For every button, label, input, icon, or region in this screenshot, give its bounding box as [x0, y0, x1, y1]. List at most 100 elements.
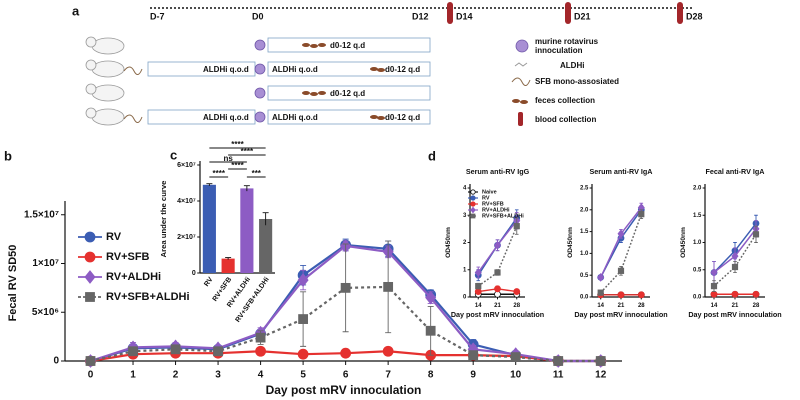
series-line [600, 213, 642, 294]
error-bar [262, 212, 269, 226]
marker [474, 268, 482, 277]
x-tick-label: 14 [475, 303, 482, 309]
virus-icons [254, 39, 529, 123]
marker [731, 290, 739, 298]
x-tick-label: 4 [258, 370, 264, 381]
row-label: d0-12 q.d [385, 65, 420, 74]
marker [513, 223, 520, 230]
y-tick-label: 0 [53, 356, 59, 367]
bar [259, 219, 273, 273]
x-tick-label: 21 [732, 303, 739, 309]
legend-label: RV+SFB [106, 251, 150, 263]
legend-marker [84, 231, 96, 243]
marker [297, 273, 309, 287]
marker [170, 344, 181, 355]
y-tick-label: 1.0 [580, 251, 589, 257]
legend-label: blood collection [535, 115, 596, 124]
mice [85, 36, 125, 126]
series-line [713, 233, 757, 287]
marker [494, 285, 501, 293]
y-tick-label: 4×10⁷ [177, 198, 196, 205]
treatment-box [267, 85, 431, 101]
row-label: ALDHi q.o.d [203, 113, 249, 122]
marker [85, 356, 96, 366]
y-tick-label: 0 [463, 295, 467, 301]
legend-marker [470, 213, 476, 219]
treatment-box [267, 37, 431, 53]
y-tick-label: 0 [192, 270, 196, 277]
marker [617, 267, 625, 274]
x-tick-label: 28 [753, 303, 760, 309]
y-tick-label: 2×10⁷ [177, 234, 196, 241]
marker [128, 346, 138, 357]
x-tick-label: 6 [343, 370, 349, 381]
y-tick-label: 0.0 [580, 295, 589, 301]
y-axis-label: Area under the curve [159, 180, 168, 258]
x-axis-label: Day post mRV innoculation [688, 310, 781, 319]
row-label: d0-12 q.d [385, 113, 420, 122]
legend-label: murine rotavirus [535, 37, 599, 46]
x-tick-label: 3 [215, 370, 221, 381]
x-tick-label: 14 [597, 303, 604, 309]
y-tick-label: 5×10⁶ [32, 307, 59, 318]
y-tick-label: 0.0 [693, 295, 702, 301]
series-line [477, 225, 518, 287]
marker [494, 269, 501, 276]
y-tick-label: 1×10⁷ [32, 258, 59, 269]
marker [255, 332, 266, 343]
y-axis-label: OD450nm [567, 227, 574, 258]
marker [425, 325, 436, 336]
y-tick-label: 1.5 [693, 213, 702, 219]
legend-marker [470, 195, 476, 201]
x-tick-label: 7 [385, 370, 391, 381]
y-tick-label: 3 [463, 213, 467, 219]
row-label: d0-12 q.d [330, 41, 365, 50]
legend-label: feces collection [535, 96, 595, 105]
x-tick-label: 14 [711, 303, 718, 309]
timeline-label: D12 [412, 11, 429, 21]
x-tick-label: 8 [428, 370, 434, 381]
timeline-label: D0 [252, 11, 264, 21]
timeline-label: D-7 [150, 11, 165, 21]
panel-letter: c [170, 147, 177, 162]
bar [240, 188, 254, 273]
legend-marker [470, 206, 476, 214]
legend-label: RV+ALDHi [106, 271, 161, 283]
y-axis-label: OD450nm [680, 227, 687, 258]
y-tick-label: 1.0 [693, 240, 702, 246]
marker [752, 231, 760, 238]
x-tick-label: 9 [470, 370, 476, 381]
marker [425, 290, 437, 305]
legend-marker [470, 201, 476, 207]
legend-marker [85, 292, 95, 302]
x-tick-label: RV+SFB+ALDHi [235, 276, 271, 324]
y-tick-label: 2.5 [580, 186, 589, 192]
x-tick-label: 12 [595, 370, 607, 381]
x-tick-label: 0 [88, 370, 94, 381]
panel-a: a D-7 D0 D12 D14 D21 D28 d0-12 q.d ALDHi… [72, 2, 703, 126]
legend-label: innoculation [535, 46, 583, 55]
treatment-box [267, 61, 431, 77]
chart-title: Fecal anti-RV IgA [706, 167, 765, 176]
marker [710, 290, 718, 298]
marker [298, 314, 309, 324]
chart-title: Serum anti-RV IgG [466, 167, 530, 176]
treatment-box [267, 109, 431, 125]
aldhi-icon [514, 62, 528, 67]
marker [382, 345, 394, 357]
blood-tube [518, 112, 523, 126]
x-tick-label: 21 [618, 303, 625, 309]
y-tick-label: 6×10⁷ [177, 162, 196, 169]
y-tick-label: 2 [463, 240, 467, 246]
row-label: ALDHi q.o.d [203, 65, 249, 74]
significance-label: ns [223, 154, 233, 163]
significance-label: **** [241, 147, 254, 156]
marker [597, 289, 604, 296]
marker [474, 288, 482, 295]
legend-label: Naive [482, 189, 497, 195]
marker [513, 288, 521, 295]
timeline-label: D21 [574, 11, 591, 21]
marker [617, 229, 625, 239]
y-tick-label: 2.0 [580, 207, 589, 213]
